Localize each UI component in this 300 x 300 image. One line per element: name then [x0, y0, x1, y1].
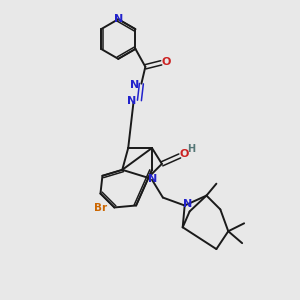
Text: H: H: [188, 144, 196, 154]
Text: O: O: [180, 149, 189, 159]
Text: O: O: [161, 57, 171, 67]
Text: N: N: [127, 97, 136, 106]
Text: N: N: [183, 200, 192, 209]
Text: N: N: [130, 80, 139, 90]
Text: Br: Br: [94, 203, 107, 214]
Text: N: N: [148, 174, 158, 184]
Text: N: N: [114, 14, 123, 24]
